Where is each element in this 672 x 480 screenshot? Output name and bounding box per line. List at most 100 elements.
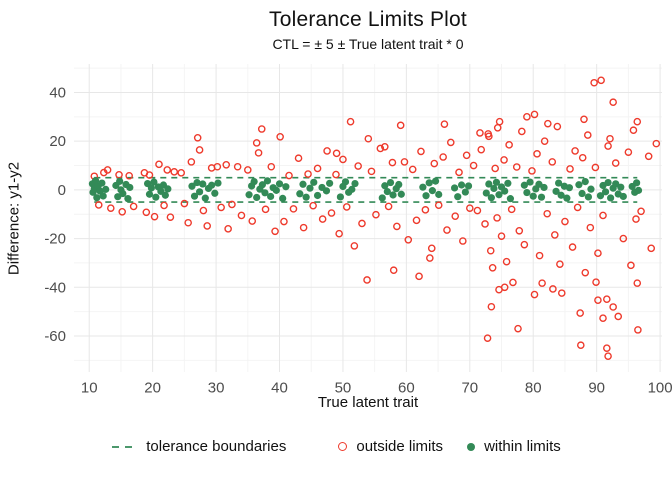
- within-limits-point: [313, 191, 322, 200]
- outside-limits-point: [443, 226, 451, 234]
- within-limits-point: [299, 180, 307, 188]
- outside-limits-point: [633, 117, 642, 126]
- within-limits-point: [487, 194, 495, 202]
- within-limits-point: [529, 192, 537, 200]
- outside-limits-point: [243, 166, 252, 174]
- outside-limits-point: [184, 218, 192, 227]
- outside-limits-point: [514, 324, 522, 333]
- within-limits-point: [195, 188, 204, 196]
- outside-limits-point: [637, 207, 645, 216]
- x-tick-label: 40: [271, 379, 288, 396]
- within-limits-point: [520, 181, 528, 189]
- outside-limits-point: [421, 206, 430, 214]
- outside-limits-point: [604, 142, 612, 150]
- outside-limits-point: [446, 138, 455, 147]
- outside-limits-point: [486, 246, 495, 255]
- within-limits-point: [190, 192, 199, 200]
- outside-limits-point: [129, 202, 138, 211]
- within-limits-point: [428, 187, 436, 195]
- outside-limits-point: [583, 131, 592, 139]
- within-limits-point: [604, 178, 612, 187]
- x-axis-title: True latent trait: [317, 394, 419, 411]
- outside-limits-point: [94, 201, 103, 209]
- outside-limits-point: [430, 159, 439, 168]
- outside-limits-point: [180, 199, 189, 208]
- outside-limits-point: [358, 219, 366, 228]
- outside-limits-point: [551, 231, 559, 239]
- within-limits-point: [419, 183, 427, 191]
- outside-limits-point: [466, 204, 474, 212]
- outside-limits-point: [592, 278, 600, 286]
- outside-limits-point: [629, 126, 638, 135]
- outside-limits-point: [367, 167, 376, 176]
- within-limits-point: [612, 180, 620, 188]
- outside-limits-point: [627, 261, 635, 270]
- outside-limits-point: [451, 212, 460, 220]
- within-limits-point: [457, 181, 466, 189]
- x-tick-label: 50: [335, 379, 352, 396]
- outside-limits-point: [590, 78, 598, 87]
- legend: tolerance boundaries outside limits with…: [0, 438, 672, 455]
- outside-limits-point: [485, 132, 493, 141]
- within-limits-point: [523, 188, 531, 197]
- x-tick-label: 100: [648, 379, 672, 396]
- outside-limits-point: [393, 222, 401, 231]
- outside-limits-point: [404, 235, 413, 244]
- outside-limits-point: [388, 158, 397, 167]
- within-limits-point: [422, 192, 430, 200]
- outside-limits-point: [332, 170, 340, 179]
- filled-circle-icon: [467, 442, 476, 451]
- x-tick-label: 70: [461, 379, 478, 396]
- legend-item-within-limits: within limits: [467, 438, 561, 455]
- outside-limits-point: [299, 223, 308, 232]
- outside-limits-point: [599, 211, 607, 220]
- outside-limits-point: [195, 146, 204, 154]
- within-limits-point: [272, 186, 280, 194]
- outside-limits-point: [491, 164, 499, 173]
- outside-limits-point: [309, 201, 317, 210]
- plot-subtitle: CTL = ± 5 ± True latent trait * 0: [272, 36, 464, 52]
- outside-limits-point: [594, 296, 602, 304]
- within-limits-point: [282, 183, 290, 191]
- within-limits-point: [99, 192, 107, 200]
- within-limits-point: [116, 177, 124, 185]
- x-tick-label: 60: [398, 379, 415, 396]
- within-limits-point: [164, 185, 172, 193]
- outside-limits-point: [652, 139, 661, 148]
- outside-limits-point: [415, 272, 423, 281]
- outside-limits-point: [544, 119, 552, 128]
- outside-limits-point: [228, 200, 236, 209]
- within-limits-point: [575, 181, 583, 189]
- outside-limits-point: [515, 226, 524, 235]
- outside-limits-point: [462, 151, 471, 160]
- outside-limits-point: [187, 158, 196, 166]
- outside-limits-point: [530, 110, 539, 119]
- legend-label: tolerance boundaries: [146, 438, 287, 455]
- within-limits-point: [145, 190, 154, 198]
- within-limits-point: [537, 193, 546, 201]
- legend-label: within limits: [484, 438, 561, 455]
- within-limits-point: [263, 177, 272, 185]
- outside-limits-point: [203, 222, 212, 230]
- outside-limits-point: [150, 212, 159, 221]
- outside-limits-point: [224, 225, 232, 233]
- outside-limits-point: [170, 168, 179, 176]
- outside-limits-point: [252, 139, 261, 147]
- dashed-line-icon: [112, 445, 137, 448]
- within-limits-point: [555, 179, 563, 187]
- within-limits-point: [461, 188, 469, 196]
- within-limits-point: [431, 177, 440, 185]
- outside-limits-point: [166, 213, 175, 221]
- y-tick-label: 20: [49, 133, 66, 150]
- outside-limits-point: [507, 205, 516, 214]
- outside-limits-point: [412, 216, 421, 225]
- outside-limits-point: [233, 162, 242, 171]
- outside-limits-point: [576, 309, 584, 317]
- outside-limits-point: [512, 163, 521, 171]
- outside-limits-point: [142, 208, 151, 217]
- within-limits-point: [617, 183, 625, 191]
- outside-limits-point: [553, 122, 562, 131]
- outside-limits-point: [193, 133, 202, 142]
- outside-limits-point: [476, 129, 484, 137]
- within-limits-point: [188, 182, 196, 190]
